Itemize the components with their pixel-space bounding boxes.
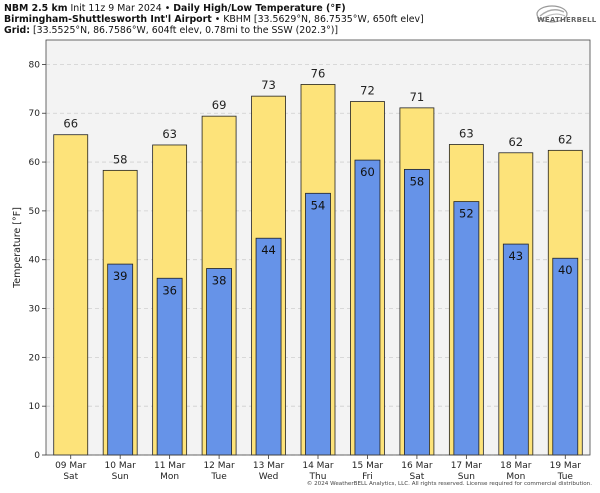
- low-value-label: 44: [261, 243, 276, 257]
- header-line-1: NBM 2.5 km Init 11z 9 Mar 2024 • Daily H…: [4, 3, 346, 14]
- separator: •: [214, 14, 221, 25]
- x-tick-day: Sat: [410, 472, 425, 482]
- y-tick-label: 60: [29, 158, 41, 168]
- low-bar: [255, 237, 282, 456]
- x-tick-date: 16 Mar: [401, 461, 433, 471]
- high-value-label: 63: [459, 126, 474, 140]
- y-tick-label: 10: [29, 402, 41, 412]
- station-name: Birmingham-Shuttlesworth Int'l Airport: [4, 14, 212, 25]
- high-value-label: 62: [508, 135, 523, 149]
- station-info: KBHM [33.5629°N, 86.7535°W, 650ft elev]: [223, 14, 424, 25]
- grid-info: [33.5525°N, 86.7586°W, 604ft elev, 0.78m…: [32, 25, 339, 36]
- high-value-label: 72: [360, 84, 375, 98]
- x-tick-date: 18 Mar: [500, 461, 532, 471]
- header-line-2: Birmingham-Shuttlesworth Int'l Airport •…: [4, 14, 424, 25]
- low-value-label: 38: [212, 273, 227, 287]
- high-value-label: 66: [63, 117, 78, 131]
- low-bar: [502, 243, 529, 456]
- x-tick-day: Mon: [506, 472, 525, 482]
- x-tick-day: Fri: [362, 472, 373, 482]
- copyright: © 2024 WeatherBELL Analytics, LLC. All r…: [306, 481, 592, 487]
- y-axis-label: Temperature [°F]: [12, 207, 23, 289]
- weatherbell-logo-icon: [536, 5, 568, 23]
- y-tick-label: 20: [29, 353, 41, 363]
- high-bar: [53, 134, 89, 456]
- y-tick-label: 40: [29, 256, 41, 266]
- header-line-3: Grid: [33.5525°N, 86.7586°W, 604ft elev,…: [4, 25, 338, 36]
- y-tick-label: 70: [29, 109, 41, 119]
- low-bar: [206, 268, 232, 456]
- low-bar: [552, 257, 579, 456]
- low-value-label: 60: [360, 165, 375, 179]
- x-tick-day: Sun: [458, 472, 475, 482]
- low-value-label: 52: [459, 207, 474, 221]
- grid-label: Grid:: [4, 25, 30, 36]
- x-tick-date: 17 Mar: [451, 461, 483, 471]
- chart-title: Daily High/Low Temperature (°F): [173, 3, 346, 14]
- low-value-label: 54: [311, 198, 326, 212]
- x-tick-day: Sun: [112, 472, 129, 482]
- logo-text: WEATHERBELL: [537, 16, 597, 24]
- x-tick-date: 19 Mar: [550, 461, 582, 471]
- data-labels: 66 58 39 63 36 69 38 73 44 76 54 72 60 71 58 63 52 62 43 62…: [63, 66, 572, 297]
- x-tick-day: Mon: [160, 472, 179, 482]
- x-tick-date: 10 Mar: [105, 461, 137, 471]
- x-tick-day: Tue: [210, 472, 227, 482]
- x-tick-day: Sat: [63, 472, 78, 482]
- x-tick-day: Tue: [557, 472, 574, 482]
- low-bar: [107, 263, 134, 456]
- y-tick-label: 50: [29, 207, 41, 217]
- x-tick-date: 13 Mar: [253, 461, 285, 471]
- model-name: NBM 2.5 km: [4, 3, 68, 14]
- low-value-label: 40: [558, 263, 573, 277]
- low-bar: [305, 192, 331, 456]
- high-value-label: 69: [212, 98, 227, 112]
- plot-frame: [45, 39, 591, 456]
- high-value-label: 62: [558, 132, 573, 146]
- low-bar: [156, 277, 183, 456]
- y-tick-label: 30: [29, 305, 41, 315]
- low-bar: [453, 201, 480, 456]
- low-bar: [354, 159, 381, 456]
- low-value-label: 39: [113, 269, 128, 283]
- init-time: Init 11z 9 Mar 2024: [70, 3, 162, 14]
- y-tick-label: 80: [29, 60, 41, 70]
- x-tick-date: 14 Mar: [302, 461, 334, 471]
- separator: •: [164, 3, 171, 14]
- low-bar: [404, 168, 430, 456]
- high-value-label: 76: [311, 66, 326, 80]
- x-tick-day: Wed: [259, 472, 279, 482]
- x-tick-date: 11 Mar: [154, 461, 186, 471]
- high-value-label: 63: [162, 127, 177, 141]
- low-value-label: 36: [162, 283, 177, 297]
- low-value-label: 43: [508, 249, 523, 263]
- x-tick-date: 12 Mar: [203, 461, 235, 471]
- x-tick-day: Thu: [309, 472, 327, 482]
- x-tick-date: 09 Mar: [55, 461, 87, 471]
- high-value-label: 71: [410, 90, 425, 104]
- y-tick-label: 0: [34, 451, 40, 461]
- bars: [53, 84, 583, 456]
- high-value-label: 58: [113, 152, 128, 166]
- high-value-label: 73: [261, 78, 276, 92]
- low-value-label: 58: [410, 174, 425, 188]
- x-tick-date: 15 Mar: [352, 461, 384, 471]
